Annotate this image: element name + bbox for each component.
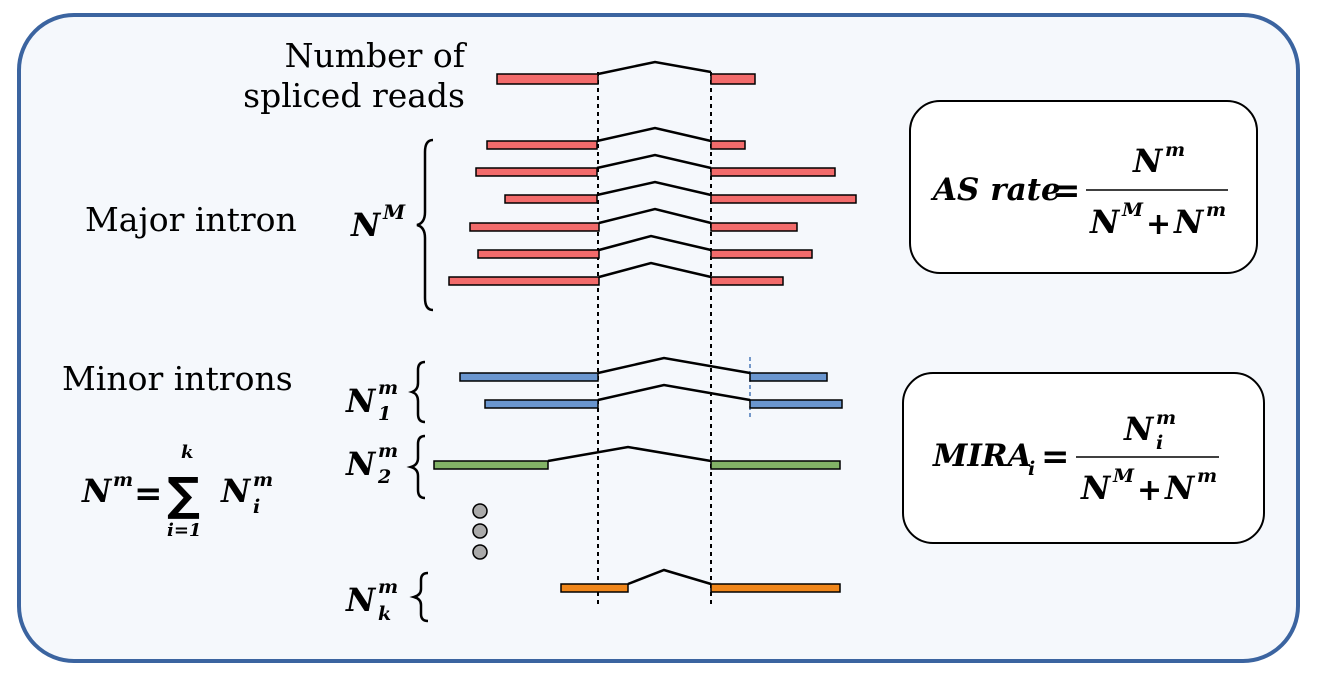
svg-text:M: M: [1121, 199, 1144, 221]
svg-text:=: =: [1041, 437, 1070, 477]
svg-text:M: M: [1112, 465, 1135, 487]
svg-text:m: m: [378, 440, 398, 462]
svg-text:i=1: i=1: [167, 520, 201, 541]
svg-text:N: N: [1173, 203, 1205, 241]
as-rate-box: [909, 100, 1258, 274]
svg-text:=: =: [134, 474, 163, 514]
svg-text:m: m: [1206, 199, 1226, 221]
major-reads: [448, 126, 857, 286]
mira-label: MIRA: [932, 438, 1032, 474]
major-read: [486, 126, 746, 150]
svg-text:+: +: [1137, 473, 1162, 508]
spliced-reads-label-2: spliced reads: [243, 76, 465, 115]
minor2-read: [433, 445, 841, 470]
ellipsis-dots: [472, 503, 488, 560]
as-rate-formula: AS rate = N m N M + N m: [909, 100, 1258, 274]
svg-text:2: 2: [377, 466, 391, 488]
minor1-brace: [408, 360, 426, 424]
minor1-reads: [459, 356, 843, 409]
minor1-count-symbol: N m 1: [345, 377, 398, 425]
major-read: [475, 153, 836, 177]
major-read: [477, 234, 813, 259]
svg-text:N: N: [345, 445, 377, 483]
svg-text:k: k: [378, 603, 391, 625]
minor2-count-symbol: N m 2: [345, 440, 398, 488]
svg-text:m: m: [1156, 407, 1176, 429]
spliced-reads-label-1: Number of: [285, 36, 468, 75]
svg-text:i: i: [1028, 458, 1035, 480]
minor-sum-formula: N m = ∑ k i=1 N m i: [81, 442, 273, 541]
svg-text:N: N: [345, 382, 377, 420]
header-read: [496, 60, 756, 85]
svg-text:m: m: [1165, 139, 1185, 161]
svg-text:N: N: [1123, 410, 1155, 448]
svg-text:i: i: [1156, 432, 1163, 454]
major-count-symbol: N M: [350, 200, 406, 244]
svg-text:m: m: [1197, 465, 1217, 487]
minork-brace: [409, 571, 429, 623]
svg-text:∑: ∑: [167, 467, 200, 521]
svg-text:k: k: [181, 442, 193, 463]
svg-text:N: N: [220, 472, 252, 510]
svg-text:m: m: [378, 377, 398, 399]
major-read: [448, 261, 784, 286]
svg-text:m: m: [378, 576, 398, 598]
major-brace: [416, 138, 434, 312]
svg-text:m: m: [253, 469, 273, 491]
svg-text:+: +: [1146, 207, 1171, 242]
svg-text:N: N: [1089, 203, 1121, 241]
svg-text:N: N: [1080, 469, 1112, 507]
minork-read: [560, 568, 841, 593]
mira-box: [902, 372, 1265, 544]
svg-text:m: m: [113, 469, 133, 491]
minor1-read: [484, 383, 843, 409]
svg-text:N: N: [1164, 469, 1196, 507]
svg-text:N: N: [1132, 142, 1164, 180]
major-intron-label: Major intron: [85, 200, 297, 239]
svg-text:N: N: [345, 581, 377, 619]
svg-text:N: N: [81, 472, 113, 510]
svg-text:M: M: [382, 200, 406, 224]
minor1-read: [459, 356, 828, 382]
as-rate-label: AS rate: [930, 172, 1061, 208]
major-read: [469, 207, 798, 232]
minor2-brace: [406, 434, 426, 500]
svg-text:N: N: [350, 206, 382, 244]
svg-text:=: =: [1052, 171, 1081, 211]
minor-introns-label: Minor introns: [62, 359, 293, 398]
minork-count-symbol: N m k: [345, 576, 398, 625]
mira-formula: MIRA i = N m i N M + N m: [902, 372, 1265, 544]
svg-text:i: i: [253, 496, 260, 518]
major-read: [504, 180, 857, 204]
svg-text:1: 1: [378, 403, 391, 425]
